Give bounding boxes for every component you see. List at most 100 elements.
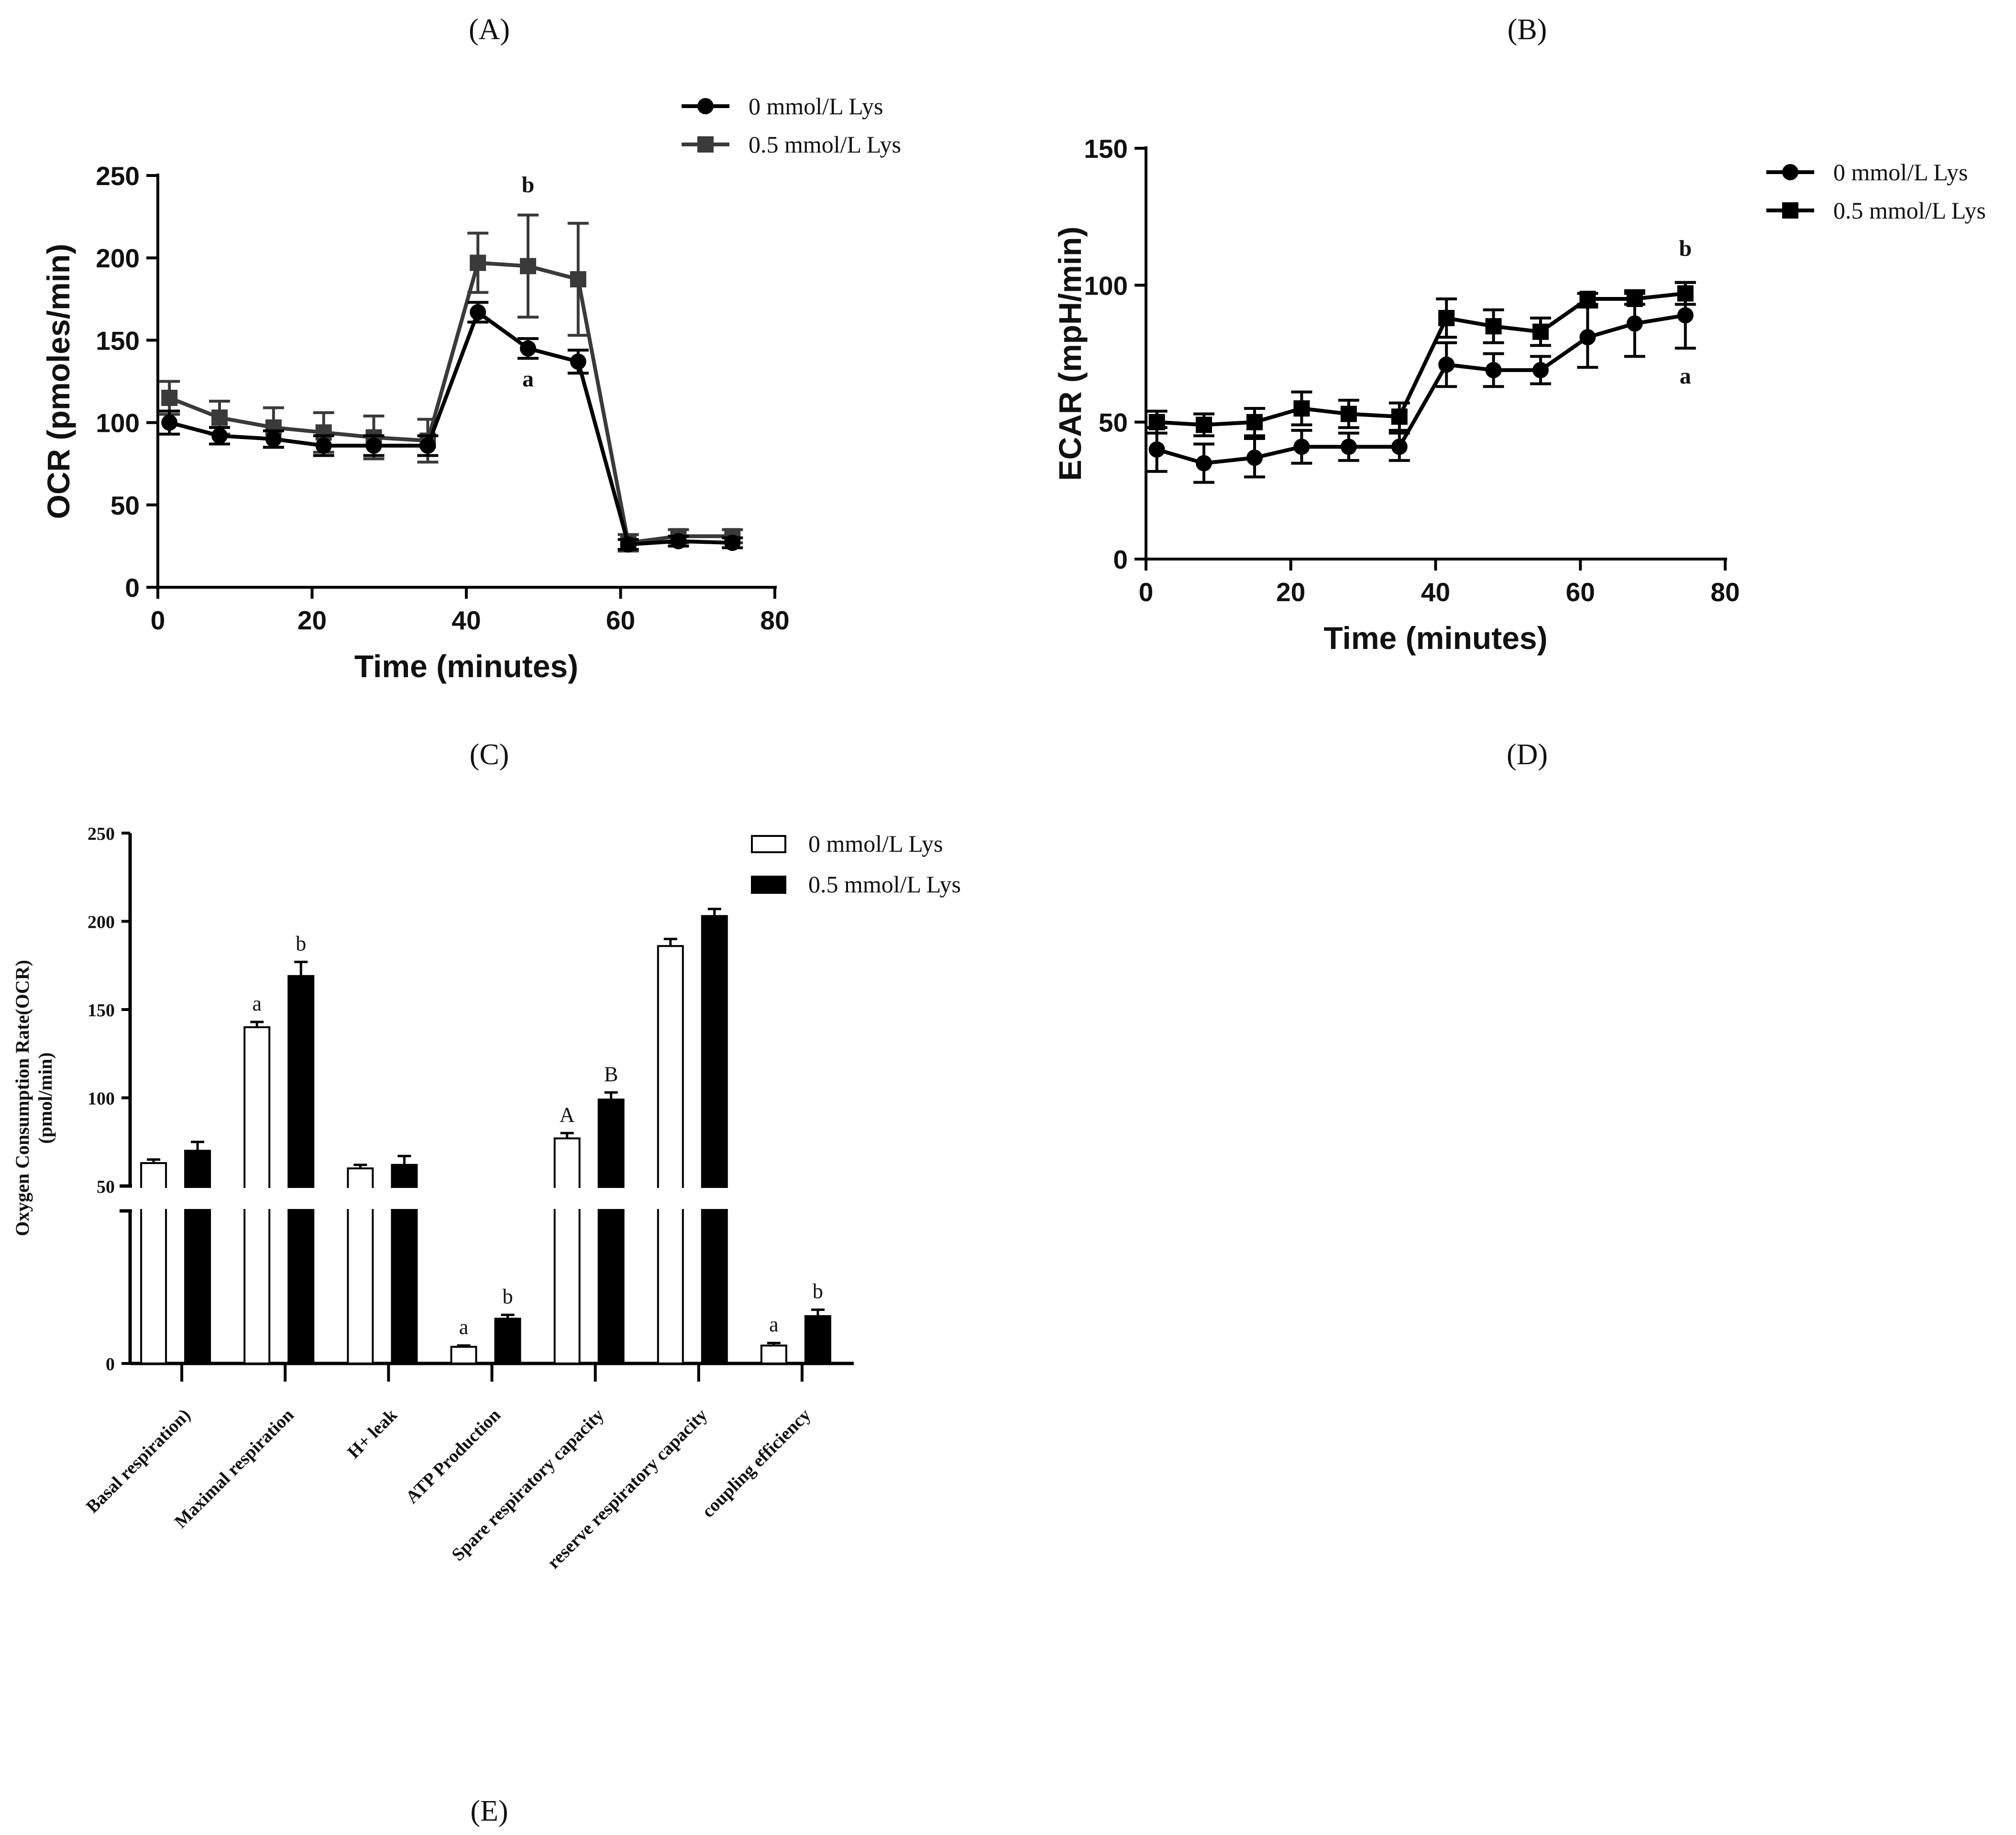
bar: [701, 915, 728, 1365]
category-label: Basal respiration): [82, 1405, 194, 1517]
panel-label-B: (B): [1508, 13, 1547, 46]
data-point: [1340, 406, 1357, 422]
bar: [494, 1318, 521, 1364]
data-point: [570, 271, 586, 287]
legend-marker: [697, 98, 714, 114]
data-point: [211, 428, 228, 444]
bar: [657, 945, 684, 1365]
data-point: [265, 431, 282, 448]
y-tick-label: 150: [1084, 134, 1128, 164]
y-axis-title: OCR (pmoles/min): [41, 244, 76, 519]
category-label: Maximal respiration: [171, 1405, 298, 1532]
y-tick-label: 0: [106, 1354, 115, 1374]
bar: [760, 1344, 787, 1365]
x-tick-label: 80: [1710, 577, 1740, 607]
data-point: [1196, 455, 1212, 472]
axis-break-gap: [133, 1188, 857, 1209]
data-point: [1293, 439, 1310, 455]
data-point: [161, 414, 178, 431]
significance-label: b: [296, 932, 306, 955]
data-point: [1485, 362, 1502, 378]
x-tick-label: 60: [606, 605, 635, 635]
data-point: [670, 533, 687, 549]
data-point: [570, 353, 586, 370]
data-point: [1391, 439, 1408, 455]
data-point: [315, 437, 332, 454]
chart-a-ocr: 0 50 100 150 200 250 0 20 40 60 80 Time (minutes) OC…: [41, 93, 901, 684]
category-label: H+ leak: [343, 1405, 401, 1462]
data-point: [1293, 400, 1310, 417]
data-point: [1626, 315, 1643, 332]
significance-label: b: [813, 1280, 823, 1303]
x-tick-label: 40: [452, 605, 481, 635]
series-line: [1156, 313, 1686, 465]
y-tick-label: 250: [96, 161, 140, 191]
x-tick-label: 0: [151, 605, 165, 635]
significance-label: a: [459, 1316, 469, 1339]
significance-label: A: [560, 1103, 575, 1126]
chart-b-ecar: 0 50 100 150 0 20 40 60 80 Time (minutes) ECAR (mp…: [1052, 134, 1986, 656]
data-point: [1196, 417, 1212, 433]
data-point: [1340, 439, 1357, 455]
significance-label: a: [1680, 363, 1691, 389]
y-tick-label: 200: [96, 243, 140, 273]
data-point: [365, 437, 382, 454]
y-tick-label: 50: [97, 1177, 115, 1197]
bar: [287, 975, 315, 1364]
series-line: [168, 261, 733, 545]
legend-label: 0 mmol/L Lys: [749, 93, 883, 120]
x-tick-label: 60: [1566, 577, 1595, 607]
data-point: [1148, 441, 1165, 458]
x-tick-label: 40: [1421, 577, 1450, 607]
legend-marker: [697, 136, 714, 153]
data-point: [470, 304, 486, 320]
y-axis-title: ECAR (mpH/min): [1052, 227, 1088, 481]
panel-label-E: (E): [470, 1795, 508, 1827]
x-tick-label: 20: [1276, 577, 1305, 607]
data-point: [1438, 356, 1455, 373]
y-tick-label: 50: [1099, 408, 1128, 438]
category-label: ATP Production: [402, 1405, 505, 1508]
category-label: coupling efficiency: [698, 1405, 815, 1522]
x-tick-label: 20: [297, 605, 327, 635]
y-tick-label: 0: [125, 573, 140, 603]
data-point: [1246, 414, 1263, 430]
data-point: [1532, 362, 1549, 378]
significance-label: a: [522, 366, 534, 392]
legend-label: 0 mmol/L Lys: [808, 830, 943, 857]
data-point: [520, 340, 536, 357]
significance-label: B: [604, 1062, 618, 1086]
panel-label-A: (A): [469, 13, 510, 46]
data-point: [470, 254, 486, 271]
legend-label: 0 mmol/L Lys: [1833, 159, 1968, 186]
data-point: [1438, 310, 1455, 327]
y-tick-label: 100: [88, 1089, 115, 1109]
data-point: [1677, 307, 1694, 324]
bar: [804, 1315, 831, 1364]
data-point: [419, 437, 436, 454]
bar: [184, 1150, 211, 1364]
bar: [450, 1346, 477, 1365]
panel-label-D: (D): [1507, 738, 1548, 771]
data-point: [1532, 323, 1549, 340]
legend-label: 0.5 mmol/L Lys: [808, 871, 961, 898]
legend-marker: [1782, 202, 1798, 219]
data-point: [1391, 408, 1408, 425]
y-axis-title: Oxygen Consumption Rate(OCR): [11, 960, 33, 1236]
bar: [553, 1137, 581, 1365]
panel-label-C: (C): [470, 738, 509, 771]
data-point: [1579, 329, 1596, 346]
y-tick-label: 100: [1084, 271, 1128, 300]
y-tick-label: 0: [1113, 545, 1128, 574]
bar: [597, 1099, 625, 1364]
x-tick-label: 80: [760, 605, 789, 635]
significance-label: a: [252, 992, 262, 1015]
y-tick-label: 50: [110, 491, 140, 520]
data-point: [1246, 450, 1263, 466]
x-axis-title: Time (minutes): [1323, 620, 1547, 656]
significance-label: b: [522, 172, 535, 198]
x-axis-title: Time (minutes): [354, 648, 578, 684]
legend-label: 0.5 mmol/L Lys: [1833, 197, 1986, 224]
y-tick-label: 150: [96, 326, 140, 355]
